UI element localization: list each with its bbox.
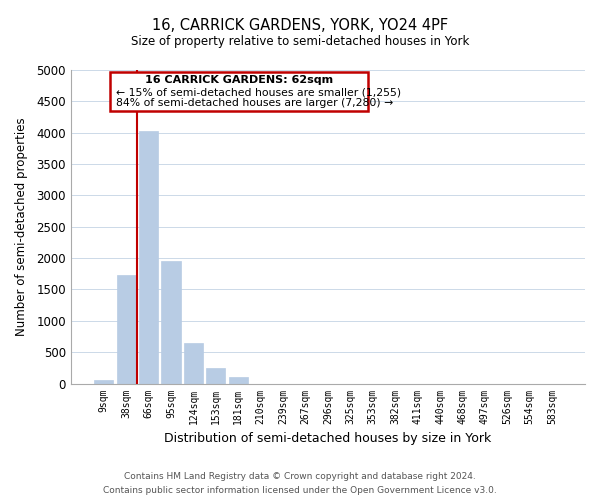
Text: Size of property relative to semi-detached houses in York: Size of property relative to semi-detach…: [131, 35, 469, 48]
Bar: [184, 343, 203, 384]
Text: 16 CARRICK GARDENS: 62sqm: 16 CARRICK GARDENS: 62sqm: [145, 76, 334, 86]
Text: ← 15% of semi-detached houses are smaller (1,255): ← 15% of semi-detached houses are smalle…: [116, 87, 401, 97]
Text: Contains public sector information licensed under the Open Government Licence v3: Contains public sector information licen…: [103, 486, 497, 495]
FancyBboxPatch shape: [110, 72, 368, 112]
Y-axis label: Number of semi-detached properties: Number of semi-detached properties: [15, 118, 28, 336]
Bar: [139, 131, 158, 384]
Bar: [94, 380, 113, 384]
Bar: [229, 378, 248, 384]
Text: Contains HM Land Registry data © Crown copyright and database right 2024.: Contains HM Land Registry data © Crown c…: [124, 472, 476, 481]
Text: 84% of semi-detached houses are larger (7,280) →: 84% of semi-detached houses are larger (…: [116, 98, 393, 108]
X-axis label: Distribution of semi-detached houses by size in York: Distribution of semi-detached houses by …: [164, 432, 491, 445]
Bar: [116, 275, 136, 384]
Bar: [161, 262, 181, 384]
Bar: [206, 368, 226, 384]
Text: 16, CARRICK GARDENS, YORK, YO24 4PF: 16, CARRICK GARDENS, YORK, YO24 4PF: [152, 18, 448, 32]
